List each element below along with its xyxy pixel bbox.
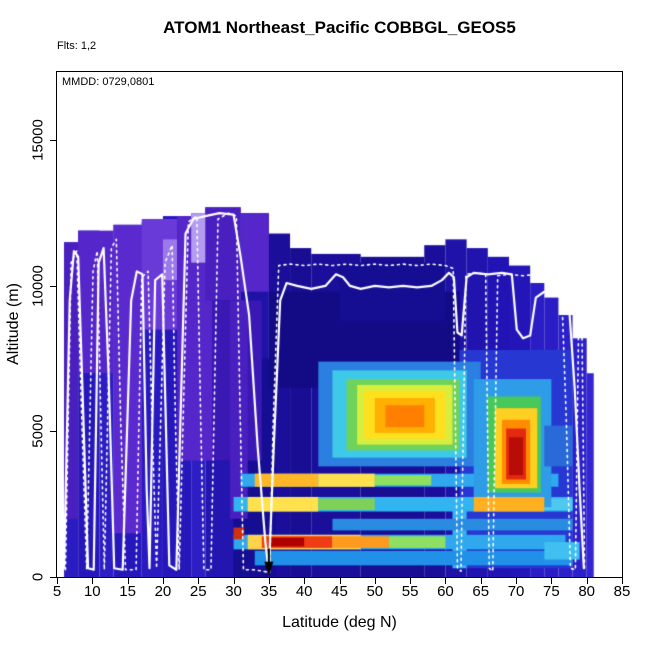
heatmap-canvas <box>57 72 622 577</box>
flights-annotation: Flts: 1,2 <box>57 40 97 52</box>
x-tick-label: 80 <box>578 583 596 600</box>
y-tick-mark <box>50 140 56 142</box>
x-tick-label: 55 <box>401 583 419 600</box>
y-tick-label: 0 <box>29 572 47 582</box>
x-axis-title: Latitude (deg N) <box>282 614 397 631</box>
x-tick-mark <box>268 578 270 584</box>
x-tick-mark <box>57 578 58 584</box>
x-tick-mark <box>445 578 447 584</box>
x-tick-mark <box>162 578 164 584</box>
x-tick-mark <box>622 578 623 584</box>
x-tick-mark <box>198 578 200 584</box>
x-tick-label: 20 <box>154 583 172 600</box>
x-tick-label: 15 <box>119 583 136 600</box>
x-tick-label: 45 <box>331 583 348 600</box>
x-tick-label: 50 <box>366 583 384 600</box>
x-tick-mark <box>480 578 482 584</box>
x-tick-label: 60 <box>437 583 454 600</box>
x-tick-label: 30 <box>225 583 242 600</box>
y-axis-title: Altitude (m) <box>5 283 22 365</box>
x-tick-mark <box>374 578 376 584</box>
mmdd-annotation: MMDD: 0729,0801 <box>62 76 155 88</box>
x-tick-label: 85 <box>613 583 631 600</box>
chart-title: ATOM1 Northeast_Pacific COBBGL_GEOS5 <box>163 18 516 37</box>
x-tick-label: 65 <box>472 583 490 600</box>
x-tick-mark <box>586 578 588 584</box>
x-tick-label: 40 <box>295 583 313 600</box>
y-tick-mark <box>50 577 56 578</box>
y-tick-mark <box>50 431 56 433</box>
y-tick-label: 5000 <box>29 414 47 449</box>
x-tick-label: 5 <box>52 583 62 600</box>
x-tick-label: 25 <box>189 583 207 600</box>
x-tick-label: 75 <box>543 583 560 600</box>
x-tick-label: 10 <box>83 583 101 600</box>
y-tick-label: 15000 <box>29 119 47 162</box>
x-tick-mark <box>516 578 518 584</box>
x-tick-label: 70 <box>507 583 525 600</box>
x-tick-mark <box>304 578 306 584</box>
x-tick-mark <box>339 578 341 584</box>
x-tick-mark <box>551 578 553 584</box>
x-tick-label: 35 <box>260 583 278 600</box>
x-tick-mark <box>233 578 235 584</box>
x-tick-mark <box>127 578 129 584</box>
y-tick-label: 10000 <box>29 265 47 307</box>
x-tick-mark <box>92 578 94 584</box>
y-tick-mark <box>50 285 56 287</box>
x-tick-mark <box>410 578 412 584</box>
